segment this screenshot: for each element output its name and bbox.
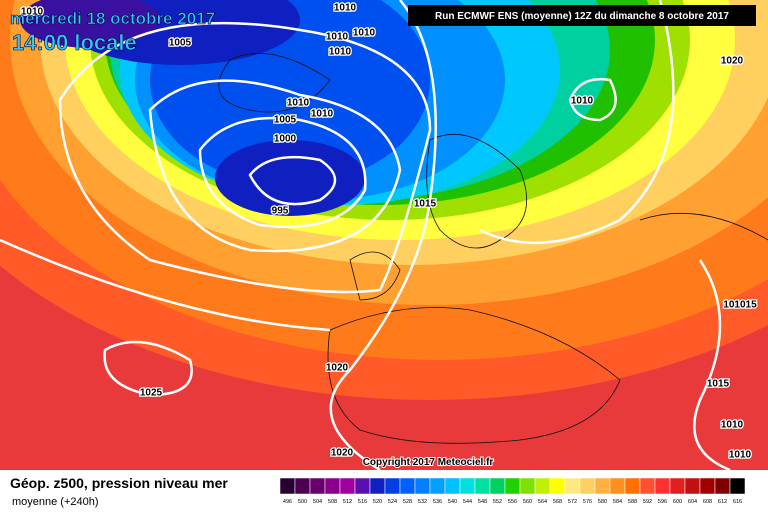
scale-swatch (609, 477, 626, 495)
scale-label: 612 (718, 499, 727, 505)
isobar-label: 1005 (274, 115, 297, 126)
scale-label: 568 (553, 499, 562, 505)
scale-swatch (594, 477, 611, 495)
scale-swatch (354, 477, 371, 495)
isobar-label: 1010 (571, 96, 594, 107)
scale-swatch (504, 477, 521, 495)
scale-label: 556 (508, 499, 517, 505)
scale-label: 580 (598, 499, 607, 505)
scale-swatch (684, 477, 701, 495)
isobar-label: 1010 (326, 32, 349, 43)
footer-subtitle: moyenne (+240h) (12, 496, 99, 508)
scale-label: 500 (298, 499, 307, 505)
scale-swatch (489, 477, 506, 495)
isobars (0, 0, 675, 397)
scale-label: 520 (373, 499, 382, 505)
isobar-label: 1015 (414, 199, 437, 210)
scale-swatch (474, 477, 491, 495)
color-scale: 496 500 504 508 512 516 520 524 528 532 536 540 544 5… (279, 477, 746, 505)
isobar-label: 1020 (331, 448, 354, 459)
isobar-label: 1010 (287, 98, 310, 109)
scale-swatch (294, 477, 311, 495)
geopotential-field (0, 0, 768, 470)
scale-swatch (444, 477, 461, 495)
scale-swatch (534, 477, 551, 495)
scale-label: 604 (688, 499, 697, 505)
isobar-label: 1010 (334, 3, 357, 14)
scale-label: 508 (328, 499, 337, 505)
isobar-label: 101015 (723, 300, 757, 311)
scale-swatch (309, 477, 326, 495)
isobar-label: 1010 (21, 7, 44, 18)
scale-swatch (624, 477, 641, 495)
scale-swatch (279, 477, 296, 495)
isobar-label: 1025 (140, 388, 163, 399)
scale-label: 552 (493, 499, 502, 505)
isobar-label: 1000 (274, 134, 297, 145)
scale-label: 584 (613, 499, 622, 505)
run-info: Run ECMWF ENS (moyenne) 12Z du dimanche … (435, 11, 729, 22)
date: mercredi 18 octobre 2017 (10, 9, 215, 28)
header: mercredi 18 octobre 2017 14:00 locale Ru… (10, 5, 756, 55)
scale-label: 588 (628, 499, 637, 505)
isobar-label: 1010 (721, 420, 744, 431)
scale-label: 564 (538, 499, 547, 505)
scale-label: 616 (733, 499, 742, 505)
scale-label: 504 (313, 499, 322, 505)
scale-label: 516 (358, 499, 367, 505)
time: 14:00 locale (12, 30, 137, 55)
isobar-label: 1010 (311, 109, 334, 120)
scale-swatch (579, 477, 596, 495)
scale-swatch (339, 477, 356, 495)
scale-swatch (699, 477, 716, 495)
run-box (408, 5, 756, 26)
scale-swatch (564, 477, 581, 495)
scale-label: 576 (583, 499, 592, 505)
copyright: Copyright 2017 Meteociel.fr (363, 457, 494, 468)
scale-label: 532 (418, 499, 427, 505)
scale-label: 496 (283, 499, 292, 505)
isobar-label: 1020 (326, 363, 349, 374)
scale-swatch (654, 477, 671, 495)
scale-swatch (429, 477, 446, 495)
scale-swatch (714, 477, 731, 495)
isobar-label: 1015 (707, 379, 730, 390)
scale-swatch (729, 477, 746, 495)
isobar-label: 1010 (329, 47, 352, 58)
isobar-label: 1010 (729, 450, 752, 461)
scale-swatch (414, 477, 431, 495)
scale-swatch (549, 477, 566, 495)
scale-label: 560 (523, 499, 532, 505)
scale-label: 548 (478, 499, 487, 505)
scale-swatch (324, 477, 341, 495)
isobar-label: 1010 (353, 28, 376, 39)
footer-title: Géop. z500, pression niveau mer (10, 475, 228, 491)
scale-label: 544 (463, 499, 472, 505)
scale-label: 608 (703, 499, 712, 505)
scale-swatch (669, 477, 686, 495)
scale-label: 512 (343, 499, 352, 505)
scale-label: 528 (403, 499, 412, 505)
scale-swatch (399, 477, 416, 495)
scale-swatch (369, 477, 386, 495)
scale-label: 592 (643, 499, 652, 505)
isobar-label: 1005 (169, 38, 192, 49)
isobar-label: 995 (272, 206, 289, 217)
scale-label: 572 (568, 499, 577, 505)
scale-swatch (519, 477, 536, 495)
scale-label: 600 (673, 499, 682, 505)
scale-label: 536 (433, 499, 442, 505)
scale-label: 540 (448, 499, 457, 505)
scale-swatch (459, 477, 476, 495)
scale-label: 596 (658, 499, 667, 505)
isobar-label: 1020 (721, 56, 744, 67)
scale-swatch (384, 477, 401, 495)
scale-swatch (639, 477, 656, 495)
coastlines (218, 52, 768, 444)
scale-label: 524 (388, 499, 397, 505)
